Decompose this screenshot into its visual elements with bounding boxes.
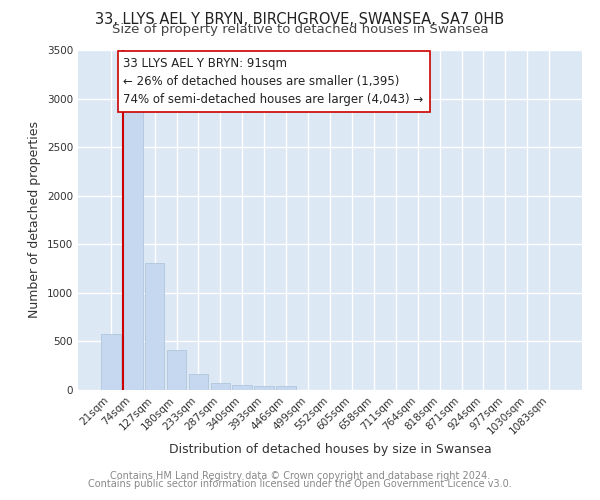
Bar	[123, 108, 143, 390]
Bar	[211, 382, 230, 390]
Text: Size of property relative to detached houses in Swansea: Size of property relative to detached ho…	[112, 22, 488, 36]
Text: Contains public sector information licensed under the Open Government Licence v3: Contains public sector information licen…	[88, 479, 512, 489]
Text: 33 LLYS AEL Y BRYN: 91sqm
← 26% of detached houses are smaller (1,395)
74% of se: 33 LLYS AEL Y BRYN: 91sqm ← 26% of detac…	[124, 57, 424, 106]
Text: Distribution of detached houses by size in Swansea: Distribution of detached houses by size …	[169, 442, 491, 456]
Bar	[188, 374, 208, 390]
Y-axis label: Number of detached properties: Number of detached properties	[28, 122, 41, 318]
Text: Contains HM Land Registry data © Crown copyright and database right 2024.: Contains HM Land Registry data © Crown c…	[110, 471, 490, 481]
Bar	[254, 386, 274, 390]
Text: 33, LLYS AEL Y BRYN, BIRCHGROVE, SWANSEA, SA7 0HB: 33, LLYS AEL Y BRYN, BIRCHGROVE, SWANSEA…	[95, 12, 505, 28]
Bar	[145, 262, 164, 390]
Bar	[232, 384, 252, 390]
Bar	[276, 386, 296, 390]
Bar	[167, 350, 187, 390]
Bar	[101, 334, 121, 390]
